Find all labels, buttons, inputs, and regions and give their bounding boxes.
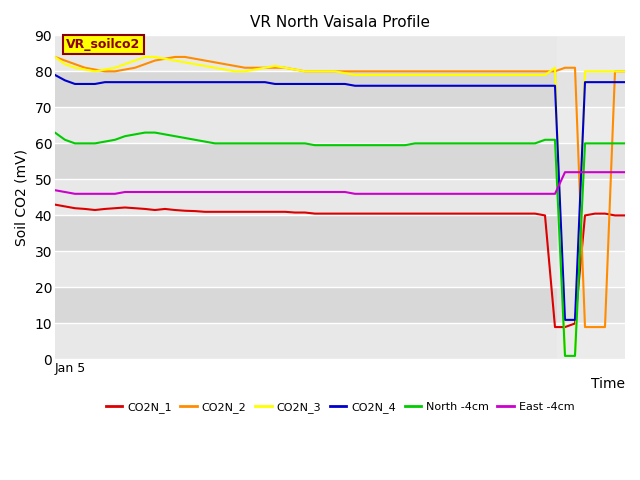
Y-axis label: Soil CO2 (mV): Soil CO2 (mV) bbox=[15, 149, 29, 246]
Bar bbox=[55, 288, 625, 324]
North -4cm bbox=[431, 141, 439, 146]
CO2N_1 bbox=[551, 324, 559, 330]
Bar bbox=[55, 36, 625, 72]
Line: CO2N_2: CO2N_2 bbox=[55, 57, 625, 327]
CO2N_4 bbox=[181, 79, 189, 85]
Bar bbox=[55, 216, 625, 252]
East -4cm bbox=[621, 169, 629, 175]
CO2N_1 bbox=[471, 211, 479, 216]
CO2N_2 bbox=[51, 54, 59, 60]
CO2N_3 bbox=[561, 353, 569, 359]
CO2N_1 bbox=[181, 208, 189, 214]
CO2N_2 bbox=[621, 69, 629, 74]
CO2N_4 bbox=[191, 79, 199, 85]
CO2N_1 bbox=[51, 202, 59, 207]
Bar bbox=[557, 36, 625, 360]
Line: CO2N_1: CO2N_1 bbox=[55, 204, 625, 327]
East -4cm bbox=[541, 191, 549, 197]
CO2N_3 bbox=[181, 60, 189, 65]
Bar bbox=[55, 108, 625, 144]
North -4cm bbox=[181, 135, 189, 141]
CO2N_4 bbox=[601, 79, 609, 85]
North -4cm bbox=[561, 353, 569, 359]
CO2N_4 bbox=[51, 72, 59, 78]
Bar bbox=[55, 144, 625, 180]
CO2N_2 bbox=[581, 324, 589, 330]
East -4cm bbox=[441, 191, 449, 197]
East -4cm bbox=[51, 187, 59, 193]
CO2N_4 bbox=[531, 83, 539, 89]
CO2N_1 bbox=[431, 211, 439, 216]
Line: CO2N_3: CO2N_3 bbox=[55, 57, 625, 356]
Line: CO2N_4: CO2N_4 bbox=[55, 75, 625, 320]
East -4cm bbox=[481, 191, 489, 197]
CO2N_1 bbox=[191, 208, 199, 214]
CO2N_3 bbox=[531, 72, 539, 78]
North -4cm bbox=[621, 141, 629, 146]
Title: VR North Vaisala Profile: VR North Vaisala Profile bbox=[250, 15, 430, 30]
Bar bbox=[55, 252, 625, 288]
CO2N_3 bbox=[431, 72, 439, 78]
East -4cm bbox=[601, 169, 609, 175]
CO2N_3 bbox=[601, 69, 609, 74]
CO2N_3 bbox=[621, 69, 629, 74]
CO2N_1 bbox=[621, 213, 629, 218]
CO2N_2 bbox=[531, 69, 539, 74]
North -4cm bbox=[531, 141, 539, 146]
CO2N_4 bbox=[471, 83, 479, 89]
Bar bbox=[55, 324, 625, 360]
Bar bbox=[55, 72, 625, 108]
CO2N_3 bbox=[51, 54, 59, 60]
CO2N_2 bbox=[181, 54, 189, 60]
CO2N_4 bbox=[621, 79, 629, 85]
X-axis label: Time: Time bbox=[591, 377, 625, 391]
Bar bbox=[55, 180, 625, 216]
CO2N_4 bbox=[561, 317, 569, 323]
CO2N_3 bbox=[471, 72, 479, 78]
East -4cm bbox=[561, 169, 569, 175]
CO2N_2 bbox=[471, 69, 479, 74]
CO2N_4 bbox=[431, 83, 439, 89]
East -4cm bbox=[71, 191, 79, 197]
North -4cm bbox=[191, 137, 199, 143]
North -4cm bbox=[51, 130, 59, 135]
Line: East -4cm: East -4cm bbox=[55, 172, 625, 194]
East -4cm bbox=[191, 189, 199, 195]
CO2N_2 bbox=[601, 324, 609, 330]
CO2N_1 bbox=[531, 211, 539, 216]
CO2N_2 bbox=[431, 69, 439, 74]
CO2N_3 bbox=[191, 61, 199, 67]
Line: North -4cm: North -4cm bbox=[55, 132, 625, 356]
Text: VR_soilco2: VR_soilco2 bbox=[67, 38, 141, 51]
North -4cm bbox=[471, 141, 479, 146]
Bar bbox=[557, 36, 625, 360]
Legend: CO2N_1, CO2N_2, CO2N_3, CO2N_4, North -4cm, East -4cm: CO2N_1, CO2N_2, CO2N_3, CO2N_4, North -4… bbox=[101, 397, 579, 417]
North -4cm bbox=[601, 141, 609, 146]
East -4cm bbox=[201, 189, 209, 195]
CO2N_1 bbox=[601, 211, 609, 216]
CO2N_2 bbox=[191, 56, 199, 61]
